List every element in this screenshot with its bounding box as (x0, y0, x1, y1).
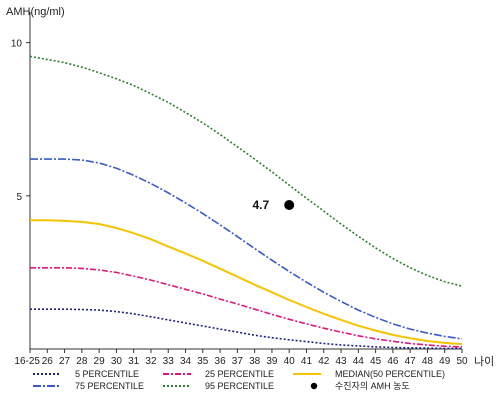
x-tick-label: 30 (111, 356, 123, 367)
x-tick-label: 41 (301, 356, 313, 367)
y-ticks: 5 10 (11, 39, 30, 203)
y-axis-title: AMH(ng/ml) (6, 6, 65, 18)
x-tick-label: 45 (370, 356, 382, 367)
x-ticks: 16-25 26 27 28 29 30 31 32 33 34 35 36 37 38 39 40 41 42 4… (14, 349, 468, 367)
legend: 5 PERCENTILE 25 PERCENTILE MEDIAN(50 PERCE… (33, 369, 445, 391)
series-line (30, 219, 463, 346)
x-tick-label: 49 (439, 356, 451, 367)
legend-label: 수진자의 AMH 농도 (335, 381, 410, 391)
x-tick-label: 40 (284, 356, 296, 367)
x-tick-label: 50 (456, 356, 468, 367)
legend-label: MEDIAN(50 PERCENTILE) (335, 369, 445, 379)
patient-point-group: 4.7 (253, 198, 295, 212)
legend-point-marker (310, 382, 318, 390)
x-tick-label: 29 (94, 356, 106, 367)
x-tick-label: 43 (335, 356, 347, 367)
x-tick-label: 39 (266, 356, 278, 367)
x-tick-label: 47 (405, 356, 417, 367)
x-tick-label: 35 (197, 356, 209, 367)
series-line (29, 55, 463, 287)
x-tick-label: 27 (59, 356, 71, 367)
x-tick-label: 37 (232, 356, 244, 367)
y-tick-label: 10 (11, 39, 23, 50)
series-lines (29, 55, 463, 350)
x-tick-label: 26 (42, 356, 54, 367)
legend-label: 75 PERCENTILE (75, 381, 144, 391)
x-tick-label: 28 (76, 356, 88, 367)
patient-point-label: 4.7 (253, 198, 270, 212)
x-axis-title: 나이 (474, 355, 494, 368)
legend-label: 95 PERCENTILE (205, 381, 274, 391)
x-tick-label: 34 (180, 356, 192, 367)
x-tick-label: 33 (163, 356, 175, 367)
x-tick-label: 38 (249, 356, 261, 367)
series-line (30, 158, 463, 340)
patient-point (284, 200, 295, 211)
x-tick-label: 42 (318, 356, 330, 367)
legend-label: 5 PERCENTILE (75, 369, 139, 379)
x-tick-label: 44 (353, 356, 365, 367)
x-tick-label: 46 (387, 356, 399, 367)
x-tick-label: 36 (215, 356, 227, 367)
series-line (30, 308, 462, 350)
legend-label: 25 PERCENTILE (205, 369, 274, 379)
x-tick-label: 16-25 (14, 356, 40, 367)
x-tick-label: 31 (128, 356, 140, 367)
series-line (30, 267, 463, 348)
x-tick-label: 32 (145, 356, 157, 367)
y-tick-label: 5 (16, 192, 22, 203)
x-tick-label: 48 (422, 356, 434, 367)
